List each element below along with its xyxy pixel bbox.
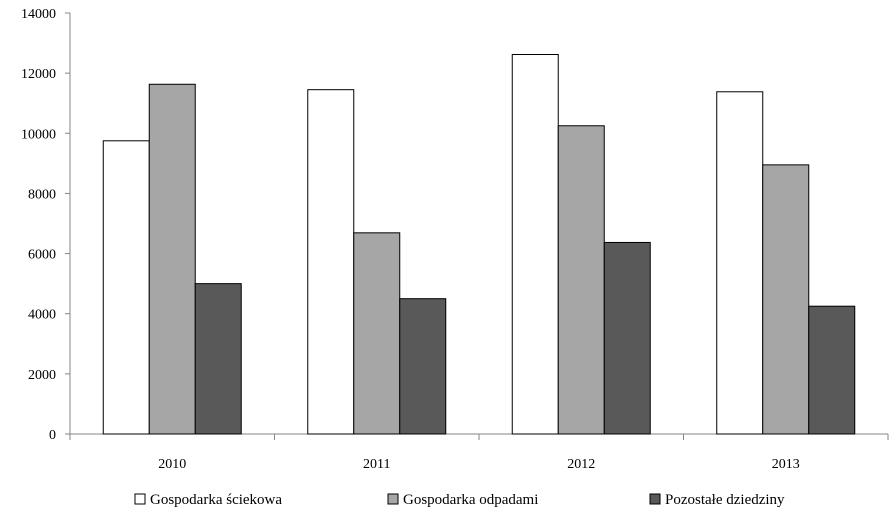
- y-axis: 0 2000 4000 6000 8000 10000 12000 14000: [21, 7, 71, 443]
- legend-label: Gospodarka ściekowa: [150, 492, 282, 508]
- bar-2011-series-1: [353, 232, 401, 435]
- bar-2013-series-0: [716, 91, 764, 435]
- y-tick-label: 4000: [28, 308, 56, 323]
- y-tick-label: 8000: [28, 187, 56, 202]
- x-tick-label: 2010: [158, 457, 186, 472]
- bar-2011-series-0: [307, 89, 355, 435]
- y-tick-label: 10000: [21, 127, 56, 142]
- bar-2013-series-1: [762, 164, 810, 435]
- y-tick-label: 6000: [28, 248, 56, 263]
- bar-2011-series-2: [399, 298, 447, 435]
- x-axis: 2010 2011 2012 2013: [69, 433, 889, 472]
- bar-2010-series-2: [194, 283, 242, 435]
- bar-2010-series-0: [102, 140, 150, 435]
- legend-item: Pozostałe dziedziny: [649, 492, 785, 508]
- bar-2012-series-2: [603, 241, 651, 435]
- legend-label: Pozostałe dziedziny: [665, 492, 785, 508]
- legend-item: Gospodarka odpadami: [387, 492, 538, 508]
- legend-swatch: [134, 493, 146, 505]
- bars: [102, 53, 856, 435]
- bar-2013-series-2: [808, 305, 856, 435]
- legend-swatch: [387, 493, 399, 505]
- x-tick-label: 2013: [772, 457, 800, 472]
- y-tick-label: 0: [49, 428, 56, 443]
- bar-2010-series-1: [148, 83, 196, 435]
- legend-swatch: [649, 493, 661, 505]
- x-tick-label: 2012: [567, 457, 595, 472]
- y-tick-label: 2000: [28, 368, 56, 383]
- bar-2012-series-0: [511, 53, 559, 435]
- y-tick-label: 14000: [21, 7, 56, 22]
- legend: Gospodarka ściekowa Gospodarka odpadami Po…: [134, 492, 785, 508]
- legend-label: Gospodarka odpadami: [403, 492, 538, 508]
- legend-item: Gospodarka ściekowa: [134, 492, 282, 508]
- x-tick-label: 2011: [363, 457, 390, 472]
- y-tick-label: 12000: [21, 67, 56, 82]
- bar-2012-series-1: [557, 125, 605, 435]
